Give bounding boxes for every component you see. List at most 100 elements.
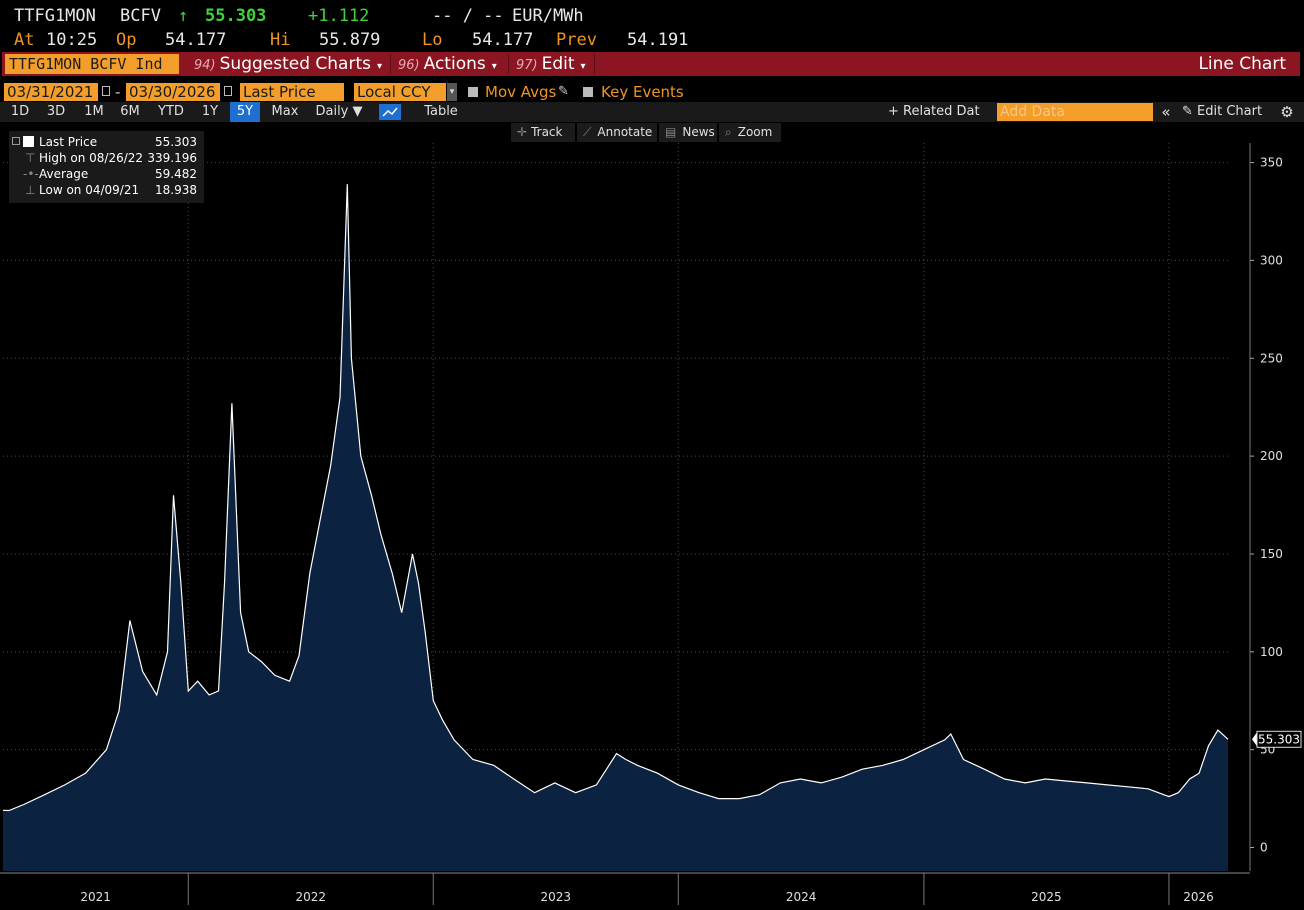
low-marker-icon: ⊥	[25, 183, 36, 197]
divider	[594, 54, 595, 74]
prev-value: 54.191	[627, 30, 689, 50]
calendar-icon[interactable]	[102, 86, 110, 96]
high-label: Hi	[270, 30, 291, 50]
menu-label: Suggested Charts	[219, 54, 371, 74]
currency-select[interactable]: Local CCY	[354, 83, 446, 101]
end-date-field[interactable]: 03/30/2026	[126, 83, 220, 101]
related-data-button[interactable]: + Related Dat	[888, 104, 980, 119]
y-tick-label: 0	[1260, 841, 1268, 855]
last-value-pointer	[1252, 732, 1257, 747]
up-arrow-icon: ↑	[178, 6, 189, 26]
actions-menu[interactable]: 96) Actions ▾	[398, 52, 497, 76]
legend-high-label: High on 08/26/22	[39, 151, 144, 165]
chart-type-title: Line Chart	[1198, 54, 1286, 74]
gear-icon[interactable]: ⚙	[1280, 103, 1294, 121]
range-1d[interactable]: 1D	[10, 104, 30, 119]
mov-avgs-label[interactable]: Mov Avgs	[485, 83, 557, 101]
price-area	[3, 184, 1228, 872]
edit-menu[interactable]: 97) Edit ▾	[516, 52, 586, 76]
legend-low-value: 18.938	[155, 183, 197, 197]
y-tick-label: 250	[1260, 351, 1283, 365]
track-label: Track	[531, 125, 563, 139]
menu-label: Actions	[423, 54, 486, 74]
x-tick-label: 2022	[295, 890, 326, 904]
collapse-icon[interactable]: «	[1161, 103, 1171, 121]
track-tool[interactable]: ✛ Track	[511, 123, 575, 142]
low-value: 54.177	[472, 30, 534, 50]
mov-avgs-checkbox[interactable]	[468, 87, 478, 97]
start-date-field[interactable]: 03/31/2021	[4, 83, 98, 101]
divider	[390, 54, 391, 74]
menu-number: 94)	[194, 58, 216, 73]
key-events-label[interactable]: Key Events	[601, 83, 684, 101]
legend-low-label: Low on 04/09/21	[39, 183, 140, 197]
legend-low: ⊥ Low on 04/09/21 18.938	[9, 182, 204, 198]
legend-last-label: Last Price	[39, 135, 98, 149]
y-tick-label: 300	[1260, 253, 1283, 267]
pricing-source: BCFV	[120, 6, 161, 26]
legend-average: -•- Average 59.482	[9, 166, 204, 182]
chart-legend: Last Price 55.303 ⊤ High on 08/26/22 339…	[9, 131, 204, 203]
chevron-down-icon[interactable]: ▾	[447, 83, 457, 101]
collapse-box-icon[interactable]	[12, 137, 20, 145]
news-tool[interactable]: ▤ News	[659, 123, 717, 142]
range-5y[interactable]: 5Y	[230, 102, 260, 122]
suggested-charts-menu[interactable]: 94) Suggested Charts ▾	[194, 52, 382, 76]
legend-avg-value: 59.482	[155, 167, 197, 181]
low-label: Lo	[422, 30, 443, 50]
open-label: Op	[116, 30, 137, 50]
key-events-checkbox[interactable]	[583, 87, 593, 97]
high-value: 55.879	[319, 30, 381, 50]
table-button[interactable]: Table	[424, 104, 458, 119]
y-tick-label: 150	[1260, 547, 1283, 561]
average-marker-icon: -•-	[23, 167, 39, 181]
range-6m[interactable]: 6M	[120, 104, 140, 119]
pencil-icon[interactable]: ✎	[558, 84, 569, 99]
y-tick-label: 100	[1260, 645, 1283, 659]
field-select[interactable]: Last Price	[240, 83, 344, 101]
legend-avg-label: Average	[39, 167, 89, 181]
frequency-select[interactable]: Daily ▼	[315, 104, 363, 119]
legend-last-value: 55.303	[155, 135, 197, 149]
range-1m[interactable]: 1M	[84, 104, 104, 119]
range-max[interactable]: Max	[271, 104, 299, 119]
calendar-icon[interactable]	[224, 86, 232, 96]
x-tick-label: 2024	[786, 890, 817, 904]
zoom-tool[interactable]: ⌕ Zoom	[719, 123, 781, 142]
legend-high-value: 339.196	[147, 151, 197, 165]
x-tick-label: 2021	[80, 890, 111, 904]
legend-high: ⊤ High on 08/26/22 339.196	[9, 150, 204, 166]
prev-label: Prev	[556, 30, 597, 50]
zoom-icon: ⌕	[725, 125, 732, 139]
legend-last: Last Price 55.303	[9, 134, 204, 150]
range-1y[interactable]: 1Y	[201, 104, 219, 119]
y-tick-label: 200	[1260, 449, 1283, 463]
x-axis: 2021 2022 2023 2024 2025 2026	[0, 872, 1250, 905]
edit-chart-button[interactable]: ✎ Edit Chart	[1182, 104, 1263, 119]
crosshair-icon: ✛	[517, 125, 528, 139]
y-tick-label: 350	[1260, 156, 1283, 170]
ticker: TTFG1MON	[14, 6, 96, 26]
high-marker-icon: ⊤	[25, 151, 36, 165]
quote-time: 10:25	[46, 30, 98, 50]
caret-down-icon: ▾	[376, 61, 383, 72]
quote-row-1: TTFG1MON BCFV ↑ 55.303 +1.112 -- / -- EU…	[0, 4, 1304, 28]
range-bar: 1D 3D 1M 6M YTD 1Y 5Y Max Daily ▼ Table …	[0, 102, 1304, 122]
open-value: 54.177	[165, 30, 227, 50]
news-icon: ▤	[665, 125, 677, 139]
range-3d[interactable]: 3D	[46, 104, 66, 119]
annotate-tool[interactable]: ⟋ Annotate	[577, 123, 657, 142]
zoom-label: Zoom	[737, 125, 773, 139]
add-data-input[interactable]: Add Data	[997, 103, 1153, 121]
date-dash: -	[115, 83, 121, 101]
security-field[interactable]: TTFG1MON BCFV Ind	[5, 54, 179, 74]
last-value-box	[1256, 730, 1302, 748]
at-label: At	[14, 30, 35, 50]
line-chart-icon[interactable]	[379, 104, 401, 120]
range-ytd[interactable]: YTD	[158, 104, 184, 119]
x-tick-label: 2025	[1031, 890, 1062, 904]
menu-label: Edit	[541, 54, 575, 74]
annotate-icon: ⟋	[583, 125, 592, 139]
